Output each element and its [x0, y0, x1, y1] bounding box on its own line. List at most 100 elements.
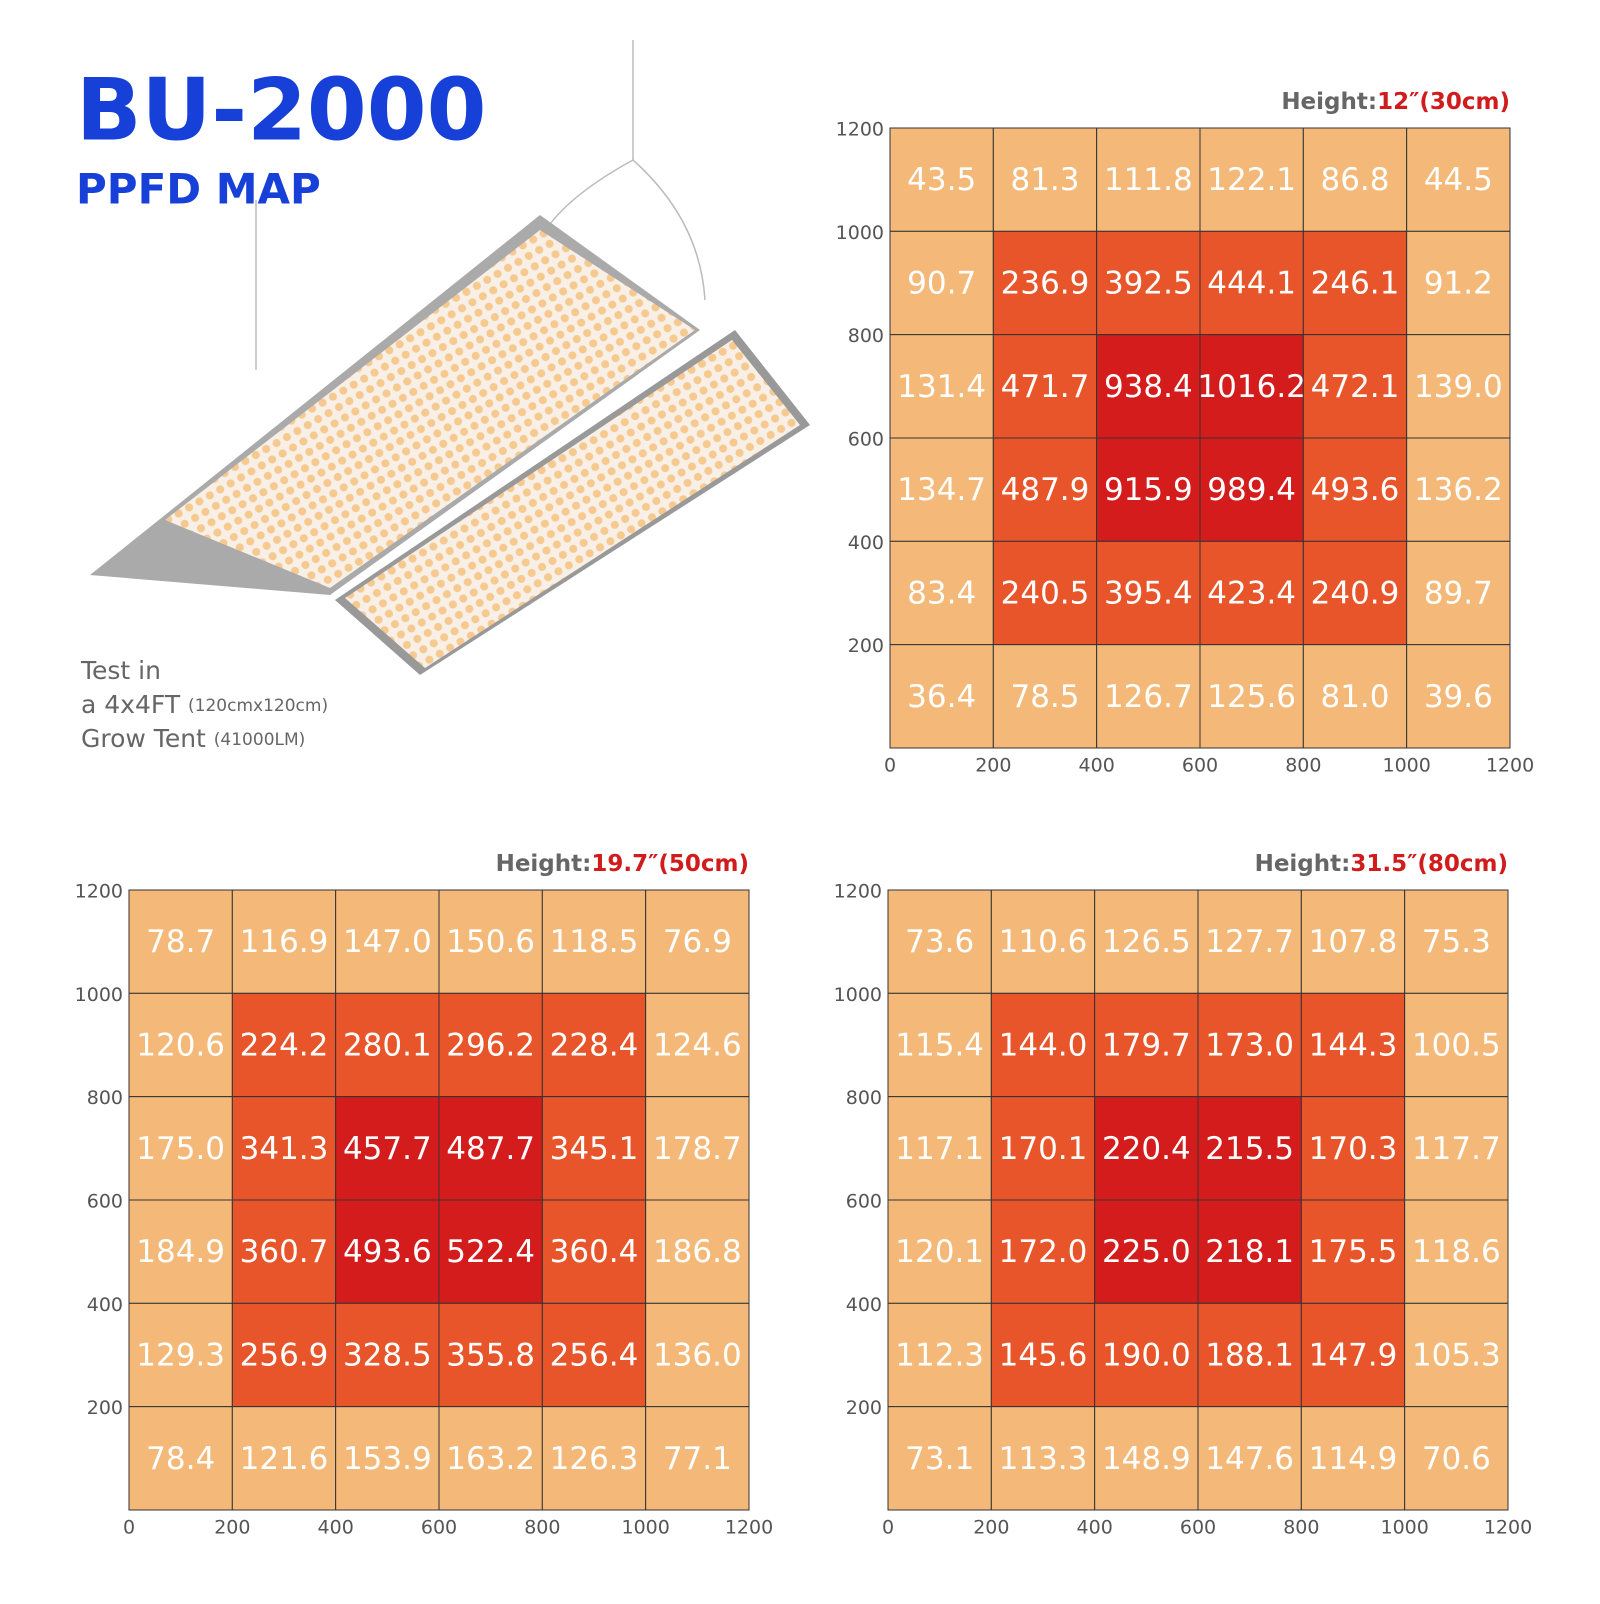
heat-cell [1300, 1199, 1406, 1304]
cell-label: 153.9 [343, 1441, 432, 1477]
heat-cell [990, 889, 1096, 994]
cell-label: 915.9 [1104, 472, 1193, 508]
cell-label: 175.5 [1309, 1234, 1398, 1270]
heat-cell [645, 992, 750, 1098]
y-tick-label: 1200 [836, 119, 884, 141]
heat-cell [541, 1199, 647, 1304]
cell-label: 493.6 [1311, 472, 1400, 508]
y-tick-label: 1000 [836, 222, 884, 244]
x-tick-label: 0 [882, 1517, 894, 1539]
note-line: Test in [80, 656, 161, 685]
cell-label: 110.6 [999, 924, 1088, 960]
title-value: 12″(30cm) [1377, 89, 1510, 115]
heat-cell [887, 889, 992, 994]
cell-label: 392.5 [1104, 266, 1193, 302]
heat-cell [1302, 540, 1408, 646]
title-prefix: Height: [1281, 89, 1377, 115]
heat-cell [128, 1406, 233, 1511]
cell-label: 114.9 [1309, 1441, 1398, 1477]
heat-cell [335, 1096, 440, 1201]
cell-label: 178.7 [653, 1131, 742, 1167]
cell-label: 78.5 [1010, 679, 1079, 715]
y-tick-label: 1000 [75, 984, 123, 1006]
cell-label: 90.7 [907, 266, 976, 302]
heat-cell [990, 992, 1096, 1098]
cell-label: 218.1 [1205, 1234, 1294, 1270]
x-tick-label: 800 [524, 1517, 560, 1539]
heat-cell [1197, 889, 1302, 994]
heat-cell [887, 992, 992, 1098]
note-text: a 4x4FT [81, 690, 181, 719]
cell-label: 105.3 [1412, 1338, 1501, 1374]
heat-cell [1197, 992, 1302, 1098]
heat-cell [1404, 1302, 1509, 1408]
cell-label: 120.6 [136, 1028, 225, 1064]
cell-label: 73.1 [905, 1441, 974, 1477]
heat-cell [1404, 1096, 1509, 1201]
cell-label: 147.9 [1309, 1338, 1398, 1374]
cell-label: 125.6 [1207, 679, 1296, 715]
heat-cell [1302, 644, 1408, 749]
heat-cell [128, 992, 233, 1098]
cell-label: 190.0 [1102, 1338, 1191, 1374]
x-tick-label: 0 [884, 755, 896, 777]
heat-cell [1406, 127, 1511, 232]
cell-label: 493.6 [343, 1234, 432, 1270]
heat-cell [1406, 644, 1511, 749]
y-tick-label: 800 [848, 325, 884, 347]
heat-cell [1197, 1096, 1302, 1201]
cell-label: 113.3 [999, 1441, 1088, 1477]
heat-cell [887, 1302, 992, 1408]
cell-label: 76.9 [663, 924, 732, 960]
heat-cell [541, 992, 647, 1098]
heat-cell [1197, 1199, 1302, 1304]
heat-cell [335, 889, 440, 994]
lamp-illustration [90, 40, 810, 675]
y-tick-label: 1000 [834, 984, 882, 1006]
heat-cell [1197, 1302, 1302, 1408]
y-tick-label: 1200 [834, 881, 882, 903]
x-tick-label: 800 [1283, 1517, 1319, 1539]
cell-label: 139.0 [1414, 369, 1503, 405]
note-line: a 4x4FT (120cmx120cm) [81, 690, 328, 719]
x-tick-label: 400 [1079, 755, 1115, 777]
heat-cell [1300, 889, 1406, 994]
heat-cell [990, 1302, 1096, 1408]
heat-cell [992, 127, 1098, 232]
heat-cell [1300, 1096, 1406, 1201]
cell-label: 170.3 [1309, 1131, 1398, 1167]
y-tick-label: 800 [846, 1087, 882, 1109]
cell-label: 126.3 [550, 1441, 639, 1477]
heat-cell [1300, 1406, 1406, 1511]
note-small: (120cmx120cm) [188, 696, 328, 716]
heat-cell [1094, 1199, 1199, 1304]
x-tick-label: 600 [421, 1517, 457, 1539]
cell-label: 148.9 [1102, 1441, 1191, 1477]
heat-cell [992, 437, 1098, 542]
heat-cell [541, 1406, 647, 1511]
cell-label: 360.4 [550, 1234, 639, 1270]
heat-cell [1096, 644, 1201, 749]
cell-label: 126.7 [1104, 679, 1193, 715]
cell-label: 124.6 [653, 1028, 742, 1064]
cell-label: 938.4 [1104, 369, 1193, 405]
x-tick-label: 1000 [1382, 755, 1430, 777]
cell-label: 73.6 [905, 924, 974, 960]
cell-label: 115.4 [895, 1028, 984, 1064]
note-small: (41000LM) [214, 730, 305, 750]
cell-label: 136.2 [1414, 472, 1503, 508]
cell-label: 355.8 [446, 1338, 535, 1374]
heat-cell [990, 1199, 1096, 1304]
cell-label: 100.5 [1412, 1028, 1501, 1064]
cell-label: 107.8 [1309, 924, 1398, 960]
cell-label: 147.6 [1205, 1441, 1294, 1477]
cell-label: 487.7 [446, 1131, 535, 1167]
y-tick-label: 400 [87, 1294, 123, 1316]
x-tick-label: 1200 [1486, 755, 1534, 777]
note-line: Grow Tent (41000LM) [81, 724, 305, 753]
cell-label: 228.4 [550, 1028, 639, 1064]
y-tick-label: 800 [87, 1087, 123, 1109]
heat-cell [1094, 1096, 1199, 1201]
cell-label: 43.5 [907, 162, 976, 198]
